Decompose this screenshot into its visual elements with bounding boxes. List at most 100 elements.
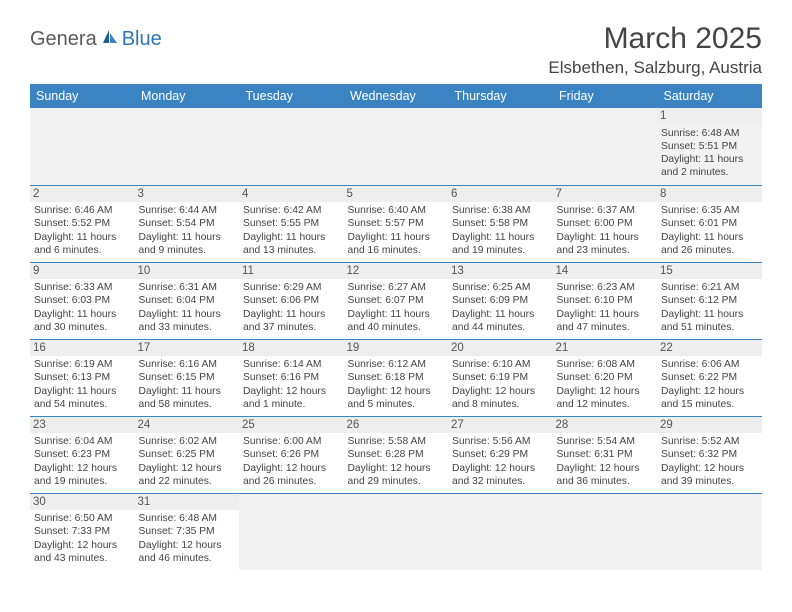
daylight-text: Daylight: 12 hours and 36 minutes.	[557, 462, 654, 488]
calendar-day-cell: 19Sunrise: 6:12 AMSunset: 6:18 PMDayligh…	[344, 339, 449, 416]
title-block: March 2025 Elsbethen, Salzburg, Austria	[548, 22, 762, 78]
logo: Genera Blue	[30, 22, 162, 51]
calendar-day-cell: 13Sunrise: 6:25 AMSunset: 6:09 PMDayligh…	[448, 262, 553, 339]
sunset-text: Sunset: 6:18 PM	[348, 371, 445, 384]
calendar-day-cell	[239, 108, 344, 185]
sunrise-text: Sunrise: 6:48 AM	[661, 127, 758, 140]
sunrise-text: Sunrise: 5:54 AM	[557, 435, 654, 448]
sunrise-text: Sunrise: 6:21 AM	[661, 281, 758, 294]
daylight-text: Daylight: 11 hours and 47 minutes.	[557, 308, 654, 334]
calendar-day-cell: 27Sunrise: 5:56 AMSunset: 6:29 PMDayligh…	[448, 416, 553, 493]
day-number: 19	[344, 340, 449, 357]
calendar-day-cell: 10Sunrise: 6:31 AMSunset: 6:04 PMDayligh…	[135, 262, 240, 339]
day-number: 30	[30, 494, 135, 511]
day-sun-info: Sunrise: 6:38 AMSunset: 5:58 PMDaylight:…	[452, 204, 549, 257]
sunrise-text: Sunrise: 6:29 AM	[243, 281, 340, 294]
sunset-text: Sunset: 6:07 PM	[348, 294, 445, 307]
calendar-body: 1Sunrise: 6:48 AMSunset: 5:51 PMDaylight…	[30, 108, 762, 570]
calendar-day-cell: 2Sunrise: 6:46 AMSunset: 5:52 PMDaylight…	[30, 185, 135, 262]
day-number: 18	[239, 340, 344, 357]
day-sun-info: Sunrise: 6:29 AMSunset: 6:06 PMDaylight:…	[243, 281, 340, 334]
day-number: 20	[448, 340, 553, 357]
day-number: 4	[239, 186, 344, 203]
sunrise-text: Sunrise: 6:14 AM	[243, 358, 340, 371]
calendar-week-row: 2Sunrise: 6:46 AMSunset: 5:52 PMDaylight…	[30, 185, 762, 262]
sunset-text: Sunset: 6:28 PM	[348, 448, 445, 461]
calendar-day-cell	[553, 493, 658, 570]
logo-sail-icon	[101, 28, 119, 51]
sunrise-text: Sunrise: 6:33 AM	[34, 281, 131, 294]
calendar-day-cell: 22Sunrise: 6:06 AMSunset: 6:22 PMDayligh…	[657, 339, 762, 416]
daylight-text: Daylight: 11 hours and 2 minutes.	[661, 153, 758, 179]
day-sun-info: Sunrise: 5:54 AMSunset: 6:31 PMDaylight:…	[557, 435, 654, 488]
sunrise-text: Sunrise: 6:04 AM	[34, 435, 131, 448]
calendar-week-row: 1 Sunrise: 6:48 AMSunset: 5:51 PMDaylight…	[30, 108, 762, 185]
sunrise-text: Sunrise: 6:23 AM	[557, 281, 654, 294]
calendar-day-cell	[344, 108, 449, 185]
day-number: 17	[135, 340, 240, 357]
calendar-day-cell: 12Sunrise: 6:27 AMSunset: 6:07 PMDayligh…	[344, 262, 449, 339]
sunrise-text: Sunrise: 6:38 AM	[452, 204, 549, 217]
day-sun-info: Sunrise: 6:31 AMSunset: 6:04 PMDaylight:…	[139, 281, 236, 334]
daylight-text: Daylight: 12 hours and 5 minutes.	[348, 385, 445, 411]
sunrise-text: Sunrise: 6:12 AM	[348, 358, 445, 371]
sunrise-text: Sunrise: 6:25 AM	[452, 281, 549, 294]
day-number: 13	[448, 263, 553, 280]
daylight-text: Daylight: 12 hours and 26 minutes.	[243, 462, 340, 488]
calendar-day-cell: 30Sunrise: 6:50 AMSunset: 7:33 PMDayligh…	[30, 493, 135, 570]
calendar-day-cell: 17Sunrise: 6:16 AMSunset: 6:15 PMDayligh…	[135, 339, 240, 416]
calendar-table: SundayMondayTuesdayWednesdayThursdayFrid…	[30, 84, 762, 570]
weekday-header: Thursday	[448, 84, 553, 108]
sunrise-text: Sunrise: 6:46 AM	[34, 204, 131, 217]
day-number: 11	[239, 263, 344, 280]
day-sun-info: Sunrise: 6:21 AMSunset: 6:12 PMDaylight:…	[661, 281, 758, 334]
day-sun-info: Sunrise: 6:08 AMSunset: 6:20 PMDaylight:…	[557, 358, 654, 411]
day-number: 1	[657, 108, 762, 125]
day-number: 23	[30, 417, 135, 434]
calendar-day-cell	[344, 493, 449, 570]
calendar-day-cell: 25Sunrise: 6:00 AMSunset: 6:26 PMDayligh…	[239, 416, 344, 493]
daylight-text: Daylight: 11 hours and 51 minutes.	[661, 308, 758, 334]
calendar-day-cell	[553, 108, 658, 185]
calendar-day-cell: 20Sunrise: 6:10 AMSunset: 6:19 PMDayligh…	[448, 339, 553, 416]
daylight-text: Daylight: 11 hours and 54 minutes.	[34, 385, 131, 411]
calendar-day-cell	[448, 108, 553, 185]
day-number: 28	[553, 417, 658, 434]
calendar-day-cell: 26Sunrise: 5:58 AMSunset: 6:28 PMDayligh…	[344, 416, 449, 493]
calendar-day-cell: 5Sunrise: 6:40 AMSunset: 5:57 PMDaylight…	[344, 185, 449, 262]
day-number: 25	[239, 417, 344, 434]
day-sun-info: Sunrise: 6:48 AMSunset: 5:51 PMDaylight:…	[661, 127, 758, 180]
sunrise-text: Sunrise: 6:19 AM	[34, 358, 131, 371]
sunset-text: Sunset: 6:20 PM	[557, 371, 654, 384]
daylight-text: Daylight: 11 hours and 9 minutes.	[139, 231, 236, 257]
sunset-text: Sunset: 6:10 PM	[557, 294, 654, 307]
sunset-text: Sunset: 5:58 PM	[452, 217, 549, 230]
sunset-text: Sunset: 5:51 PM	[661, 140, 758, 153]
calendar-day-cell	[239, 493, 344, 570]
calendar-day-cell: 16Sunrise: 6:19 AMSunset: 6:13 PMDayligh…	[30, 339, 135, 416]
daylight-text: Daylight: 12 hours and 39 minutes.	[661, 462, 758, 488]
daylight-text: Daylight: 11 hours and 26 minutes.	[661, 231, 758, 257]
daylight-text: Daylight: 12 hours and 12 minutes.	[557, 385, 654, 411]
calendar-day-cell: 23Sunrise: 6:04 AMSunset: 6:23 PMDayligh…	[30, 416, 135, 493]
page-header: Genera Blue March 2025 Elsbethen, Salzbu…	[30, 22, 762, 78]
sunset-text: Sunset: 6:01 PM	[661, 217, 758, 230]
daylight-text: Daylight: 12 hours and 8 minutes.	[452, 385, 549, 411]
calendar-week-row: 9Sunrise: 6:33 AMSunset: 6:03 PMDaylight…	[30, 262, 762, 339]
daylight-text: Daylight: 11 hours and 40 minutes.	[348, 308, 445, 334]
day-sun-info: Sunrise: 6:40 AMSunset: 5:57 PMDaylight:…	[348, 204, 445, 257]
day-number: 24	[135, 417, 240, 434]
sunrise-text: Sunrise: 5:56 AM	[452, 435, 549, 448]
calendar-day-cell: 14Sunrise: 6:23 AMSunset: 6:10 PMDayligh…	[553, 262, 658, 339]
daylight-text: Daylight: 12 hours and 29 minutes.	[348, 462, 445, 488]
day-number: 14	[553, 263, 658, 280]
day-sun-info: Sunrise: 6:46 AMSunset: 5:52 PMDaylight:…	[34, 204, 131, 257]
calendar-day-cell: 31Sunrise: 6:48 AMSunset: 7:35 PMDayligh…	[135, 493, 240, 570]
day-number: 26	[344, 417, 449, 434]
sunset-text: Sunset: 5:52 PM	[34, 217, 131, 230]
day-sun-info: Sunrise: 6:44 AMSunset: 5:54 PMDaylight:…	[139, 204, 236, 257]
calendar-day-cell: 18Sunrise: 6:14 AMSunset: 6:16 PMDayligh…	[239, 339, 344, 416]
day-sun-info: Sunrise: 6:06 AMSunset: 6:22 PMDaylight:…	[661, 358, 758, 411]
daylight-text: Daylight: 11 hours and 23 minutes.	[557, 231, 654, 257]
sunrise-text: Sunrise: 6:42 AM	[243, 204, 340, 217]
